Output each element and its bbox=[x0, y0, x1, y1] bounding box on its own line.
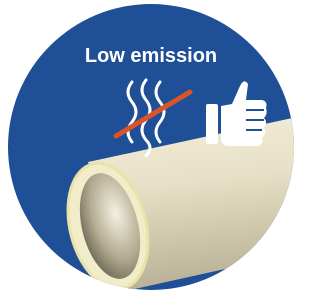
thumb-cuff bbox=[206, 104, 218, 144]
badge-label: Low emission bbox=[85, 45, 217, 67]
low-emission-badge: Low emission bbox=[0, 0, 301, 293]
